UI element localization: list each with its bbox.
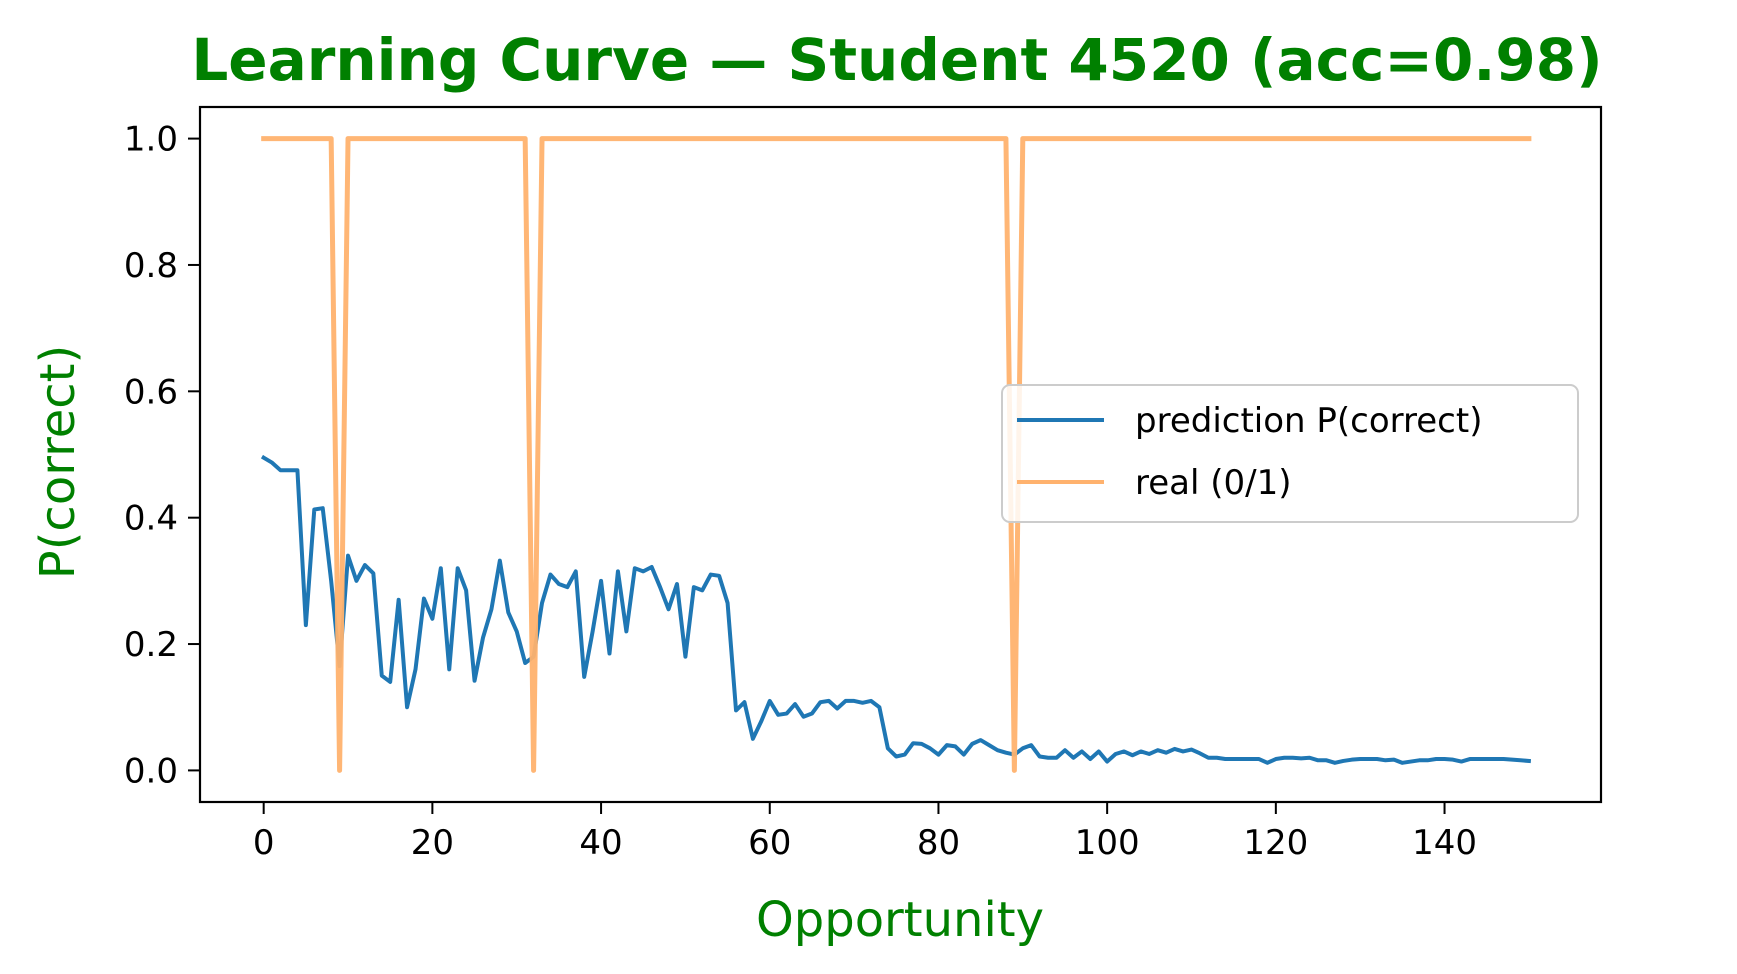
y-tick-label: 0.4 — [124, 499, 178, 539]
x-tick-label: 0 — [253, 823, 275, 863]
x-tick-label: 40 — [579, 823, 622, 863]
x-tick-label: 20 — [411, 823, 454, 863]
x-tick-label: 140 — [1412, 823, 1477, 863]
legend-label-real: real (0/1) — [1135, 463, 1292, 503]
x-tick-label: 120 — [1243, 823, 1308, 863]
x-axis-label: Opportunity — [756, 892, 1044, 948]
x-tick-label: 60 — [748, 823, 791, 863]
chart-title: Learning Curve — Student 4520 (acc=0.98) — [191, 26, 1602, 94]
plot-frame — [198, 105, 1603, 804]
legend-box — [1001, 384, 1579, 523]
legend: prediction P(correct) real (0/1) — [1001, 384, 1579, 523]
x-tick-label: 100 — [1075, 823, 1140, 863]
y-axis-label: P(correct) — [30, 345, 86, 579]
x-axis: 0 20 40 60 80 100 120 140 — [253, 802, 1477, 863]
series-line-prediction — [260, 454, 1532, 765]
y-tick-label: 0.6 — [124, 372, 178, 412]
y-tick-label: 0.2 — [124, 625, 178, 665]
series-layer — [260, 136, 1532, 773]
series-line-real — [261, 136, 1532, 773]
y-tick-label: 0.8 — [124, 246, 178, 286]
y-axis: 0.0 0.2 0.4 0.6 0.8 1.0 — [124, 120, 200, 791]
x-tick-label: 80 — [917, 823, 960, 863]
y-tick-label: 0.0 — [124, 751, 178, 791]
legend-label-prediction: prediction P(correct) — [1135, 401, 1482, 441]
y-tick-label: 1.0 — [124, 120, 178, 160]
